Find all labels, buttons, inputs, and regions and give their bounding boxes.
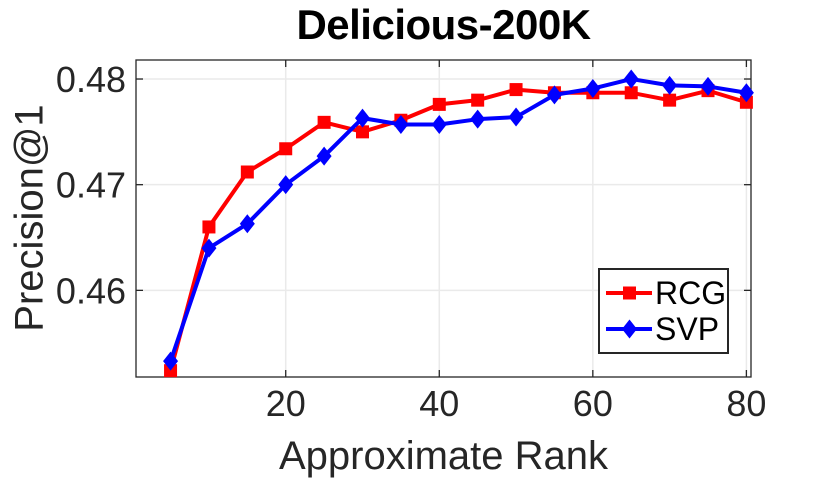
legend-label-svp: SVP	[655, 311, 720, 348]
x-tick-labels: 20 40 60 80	[266, 383, 767, 424]
svp-line-marker-icon	[606, 319, 652, 339]
legend-item-rcg: RCG	[604, 274, 727, 311]
tick-marks	[136, 60, 751, 377]
svg-text:20: 20	[266, 383, 306, 424]
svg-text:0.47: 0.47	[56, 165, 126, 206]
svg-text:0.46: 0.46	[56, 270, 126, 311]
svg-text:40: 40	[419, 383, 459, 424]
chart-title: Delicious-200K	[296, 1, 591, 48]
legend-label-rcg: RCG	[655, 274, 727, 311]
svp-series	[163, 69, 754, 371]
y-tick-labels: 0.46 0.47 0.48	[56, 59, 126, 311]
legend: RCG SVP	[598, 268, 729, 354]
svg-text:60: 60	[573, 383, 613, 424]
svg-text:0.48: 0.48	[56, 59, 126, 100]
rcg-line-marker-icon	[606, 286, 652, 300]
legend-item-svp: SVP	[604, 313, 723, 345]
gridlines	[136, 60, 751, 377]
plot-border	[135, 59, 752, 378]
svg-text:80: 80	[726, 383, 766, 424]
x-axis-label: Approximate Rank	[278, 434, 609, 478]
